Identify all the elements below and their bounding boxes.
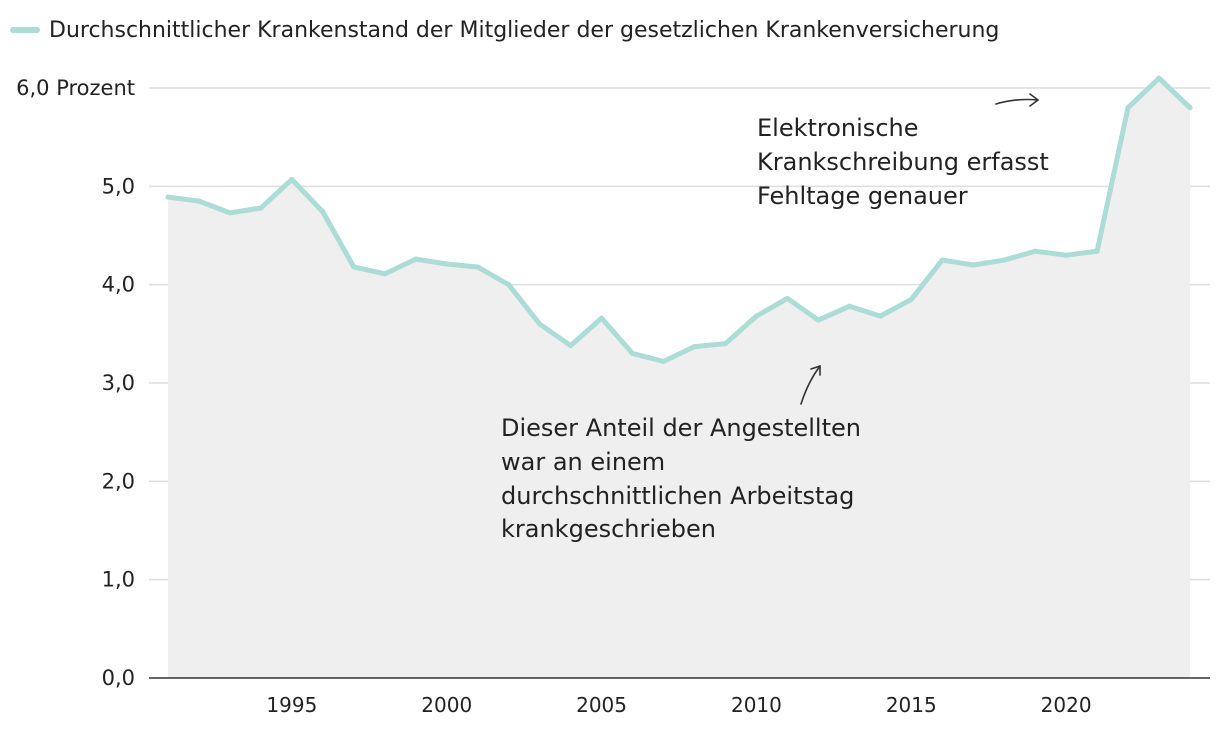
data-point-2020 [1063, 252, 1069, 258]
y-tick-label: 0,0 [102, 666, 135, 690]
data-point-2019 [1032, 248, 1038, 254]
annotation-1-arrowhead [1029, 93, 1039, 107]
annotation-1-arrow [995, 98, 1039, 105]
data-point-2014 [877, 313, 883, 319]
data-point-2003 [537, 321, 543, 327]
data-point-2004 [568, 343, 574, 349]
y-tick-label: 2,0 [102, 469, 135, 493]
y-tick-label: 5,0 [102, 174, 135, 198]
axes: 0,0 1,0 2,0 3,0 4,0 5,0 6,0 Prozent 1995 2000 200… [16, 76, 1210, 717]
data-point-2012 [815, 317, 821, 323]
data-point-2024 [1187, 105, 1193, 111]
annotation-2-arrow [800, 365, 821, 405]
data-point-1998 [382, 271, 388, 277]
y-tick-label: 4,0 [102, 273, 135, 297]
data-point-2011 [784, 295, 790, 301]
data-point-1999 [413, 256, 419, 262]
line-layer [165, 75, 1193, 364]
data-point-2021 [1094, 248, 1100, 254]
x-tick-label: 2005 [576, 693, 627, 717]
data-point-2006 [630, 351, 636, 356]
data-point-2009 [722, 341, 728, 347]
data-point-1996 [320, 209, 326, 215]
x-tick-label: 2000 [421, 693, 472, 717]
annotation-1-line-1: Elektronische [757, 114, 918, 142]
legend: Durchschnittlicher Krankenstand der Mitg… [10, 18, 999, 43]
data-point-2000 [444, 261, 450, 267]
data-point-1994 [258, 205, 264, 211]
data-point-2008 [691, 344, 697, 350]
annotation-e-krankschreibung: Elektronische Krankschreibung erfasst Fe… [757, 93, 1049, 210]
y-tick-label: 6,0 Prozent [16, 76, 135, 100]
data-point-1993 [227, 210, 233, 216]
y-tick-label: 3,0 [102, 371, 135, 395]
legend-label: Durchschnittlicher Krankenstand der Mitg… [49, 18, 999, 43]
x-tick-label: 2020 [1041, 693, 1092, 717]
annotation-2-line-4: krankgeschrieben [501, 515, 716, 543]
data-point-2005 [599, 315, 605, 321]
annotation-anteil-krankgeschrieben: Dieser Anteil der Angestellten war an ei… [501, 365, 861, 543]
annotation-2-line-1: Dieser Anteil der Angestellten [501, 414, 861, 442]
data-point-2018 [1001, 257, 1007, 263]
data-point-1997 [351, 264, 357, 270]
data-point-1992 [196, 198, 202, 204]
data-point-2001 [475, 264, 481, 270]
data-point-2023 [1156, 75, 1162, 81]
data-point-2022 [1125, 105, 1131, 111]
data-point-2002 [506, 282, 512, 288]
annotation-2-line-2: war an einem [501, 448, 665, 476]
data-point-2013 [846, 303, 852, 309]
annotation-2-arrowhead [810, 365, 821, 376]
data-point-2015 [908, 296, 914, 302]
annotation-1-line-2: Krankschreibung erfasst [757, 148, 1049, 176]
series-line [165, 75, 1193, 364]
x-tick-label: 1995 [266, 693, 317, 717]
data-point-1995 [289, 176, 295, 182]
data-point-2010 [753, 313, 759, 319]
data-point-1991 [165, 194, 171, 200]
data-point-2017 [970, 262, 976, 268]
x-tick-label: 2015 [886, 693, 937, 717]
annotation-1-line-3: Fehltage genauer [757, 182, 968, 210]
data-point-2007 [661, 358, 667, 364]
x-tick-label: 2010 [731, 693, 782, 717]
y-tick-label: 1,0 [102, 568, 135, 592]
series-area [168, 78, 1190, 679]
data-point-2016 [939, 257, 945, 263]
area-layer [168, 78, 1190, 679]
annotation-2-line-3: durchschnittlichen Arbeitstag [501, 482, 854, 510]
